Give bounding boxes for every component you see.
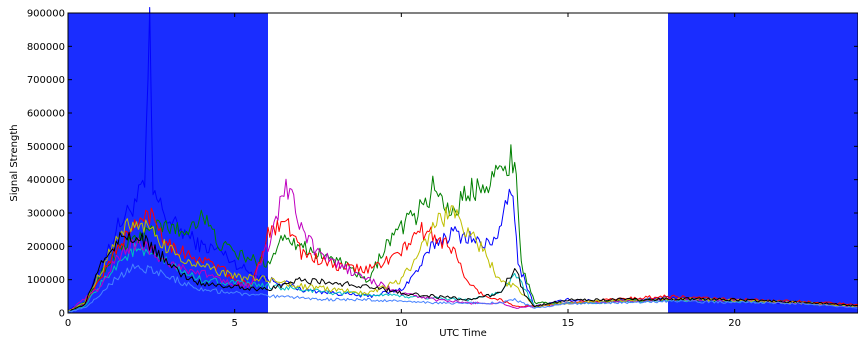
y-axis: 0 100000 200000 300000 400000 500000 600000 700… — [27, 9, 858, 320]
series-line-7 — [67, 263, 858, 313]
x-tick-label: 10 — [395, 318, 408, 329]
x-tick-label: 5 — [231, 318, 237, 329]
night-span-1 — [668, 13, 858, 313]
y-tick-label: 0 — [59, 309, 65, 320]
x-tick-label: 0 — [65, 318, 71, 329]
y-tick-label: 500000 — [27, 142, 65, 153]
x-axis-label: UTC Time — [439, 328, 486, 339]
y-tick-label: 200000 — [27, 242, 65, 253]
series-line-6 — [67, 231, 858, 313]
y-tick-label: 900000 — [27, 9, 65, 20]
x-tick-label: 20 — [728, 318, 741, 329]
x-tick-label: 15 — [562, 318, 575, 329]
y-tick-label: 400000 — [27, 175, 65, 186]
night-span-0 — [68, 13, 268, 313]
y-tick-label: 700000 — [27, 75, 65, 86]
y-tick-label: 600000 — [27, 109, 65, 120]
plot-frame — [67, 12, 858, 314]
y-axis-label: Signal Strength — [9, 124, 20, 201]
y-tick-label: 800000 — [27, 42, 65, 53]
y-tick-label: 300000 — [27, 209, 65, 220]
y-tick-label: 100000 — [27, 275, 65, 286]
x-axis: 0 5 10 15 20 — [65, 13, 741, 329]
series-lines — [67, 7, 858, 313]
night-spans — [68, 13, 858, 313]
